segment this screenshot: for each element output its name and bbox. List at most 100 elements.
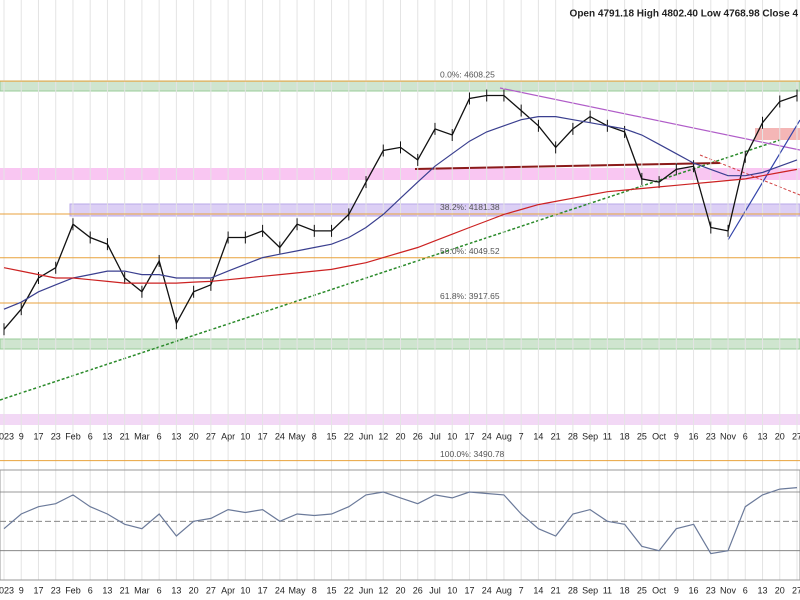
x-tick-label: 9 <box>674 585 679 595</box>
zone <box>755 128 800 140</box>
x-tick-label: 9 <box>19 431 24 441</box>
x-tick-label: 13 <box>758 585 768 595</box>
x-tick-label: 25 <box>637 585 647 595</box>
x-tick-label: Sep <box>582 585 598 595</box>
x-tick-label: 23 <box>706 585 716 595</box>
x-tick-label: 17 <box>464 431 474 441</box>
x-tick-label: 12 <box>378 431 388 441</box>
trendline <box>699 154 800 196</box>
trendline <box>0 139 781 401</box>
x-tick-label: May <box>289 585 307 595</box>
x-tick-label: 23 <box>706 431 716 441</box>
x-tick-label: 24 <box>275 431 285 441</box>
moving-average <box>3 168 798 284</box>
x-tick-label: May <box>289 431 307 441</box>
fib-label: 0.0%: 4608.25 <box>440 69 495 79</box>
x-tick-label: 18 <box>620 431 630 441</box>
x-tick-label: 13 <box>102 585 112 595</box>
rsi-panel <box>0 469 800 581</box>
x-tick-label: Feb <box>65 431 81 441</box>
x-tick-label: 18 <box>620 585 630 595</box>
x-tick-label: Jun <box>359 431 374 441</box>
x-tick-label: 17 <box>464 585 474 595</box>
x-tick-label: 6 <box>157 431 162 441</box>
x-tick-label: Jun <box>359 585 374 595</box>
x-tick-label: Aug <box>496 431 512 441</box>
x-tick-label: 8 <box>312 585 317 595</box>
x-tick-label: 22 <box>344 431 354 441</box>
x-tick-label: 13 <box>171 431 181 441</box>
x-tick-label: 20 <box>189 431 199 441</box>
trendline <box>499 87 800 151</box>
x-tick-label: 17 <box>258 431 268 441</box>
x-tick-label: 21 <box>120 585 130 595</box>
x-tick-label: 27 <box>792 431 800 441</box>
fib-label: 61.8%: 3917.65 <box>440 291 500 301</box>
x-tick-label: 7 <box>519 585 524 595</box>
x-tick-label: Mar <box>134 585 150 595</box>
x-tick-label: 27 <box>792 585 800 595</box>
x-tick-label: 27 <box>206 431 216 441</box>
x-tick-label: 24 <box>482 585 492 595</box>
x-tick-label: 17 <box>33 585 43 595</box>
x-tick-label: Jul <box>429 585 441 595</box>
fib-label: 50.0%: 4049.52 <box>440 246 500 256</box>
x-tick-label: 16 <box>689 431 699 441</box>
x-tick-label: Apr <box>221 431 235 441</box>
x-tick-label: 20 <box>395 585 405 595</box>
panel-border <box>0 469 800 581</box>
x-tick-label: 24 <box>275 585 285 595</box>
x-tick-label: 9 <box>674 431 679 441</box>
x-tick-label: 14 <box>533 585 543 595</box>
x-tick-label: 28 <box>568 431 578 441</box>
x-tick-label: 28 <box>568 585 578 595</box>
x-tick-label: 12 <box>378 585 388 595</box>
fib-label: 38.2%: 4181.38 <box>440 202 500 212</box>
x-tick-label: 6 <box>743 585 748 595</box>
x-tick-label: 17 <box>258 585 268 595</box>
x-tick-label: Nov <box>720 585 737 595</box>
x-tick-label: 20 <box>395 431 405 441</box>
x-tick-label: 11 <box>603 431 612 441</box>
trendlines <box>0 87 800 401</box>
x-tick-label: 10 <box>447 585 457 595</box>
x-tick-label: 8 <box>312 431 317 441</box>
x-tick-label: 16 <box>689 585 699 595</box>
trendline <box>727 119 800 241</box>
x-tick-label: 6 <box>88 585 93 595</box>
series <box>3 89 798 336</box>
x-tick-label: 24 <box>482 431 492 441</box>
x-tick-label: 23 <box>51 585 61 595</box>
x-tick-label: 15 <box>327 585 337 595</box>
x-tick-label: Mar <box>134 431 150 441</box>
x-tick-label: Sep <box>582 431 598 441</box>
x-tick-label: 6 <box>743 431 748 441</box>
trendline <box>414 162 721 170</box>
x-tick-label: 11 <box>603 585 612 595</box>
x-tick-label: 14 <box>533 431 543 441</box>
x-tick-label: 21 <box>551 431 561 441</box>
fib-levels: 0.0%: 4608.25 38.2%: 4181.38 50.0%: 4049.5… <box>0 69 800 462</box>
x-tick-label: 13 <box>758 431 768 441</box>
x-axis: 202320239917172323FebFeb6613132121MarMar… <box>0 431 800 595</box>
x-tick-label: 20 <box>775 431 785 441</box>
x-tick-label: 13 <box>171 585 181 595</box>
x-tick-label: 26 <box>413 585 423 595</box>
x-tick-label: 23 <box>51 431 61 441</box>
x-tick-label: 26 <box>413 431 423 441</box>
x-tick-label: 17 <box>33 431 43 441</box>
x-tick-label: 6 <box>157 585 162 595</box>
x-tick-label: Apr <box>221 585 235 595</box>
ohlc-header: Open 4791.18 High 4802.40 Low 4768.98 Cl… <box>570 9 799 20</box>
x-tick-label: 21 <box>551 585 561 595</box>
x-tick-label: 20 <box>189 585 199 595</box>
rsi-line <box>3 487 798 555</box>
x-tick-label: 9 <box>19 585 24 595</box>
x-tick-label: 2023 <box>0 431 14 441</box>
x-tick-label: 27 <box>206 585 216 595</box>
x-tick-label: 7 <box>519 431 524 441</box>
x-tick-label: Jul <box>429 431 441 441</box>
x-tick-label: 15 <box>327 431 337 441</box>
x-tick-label: 10 <box>240 431 250 441</box>
